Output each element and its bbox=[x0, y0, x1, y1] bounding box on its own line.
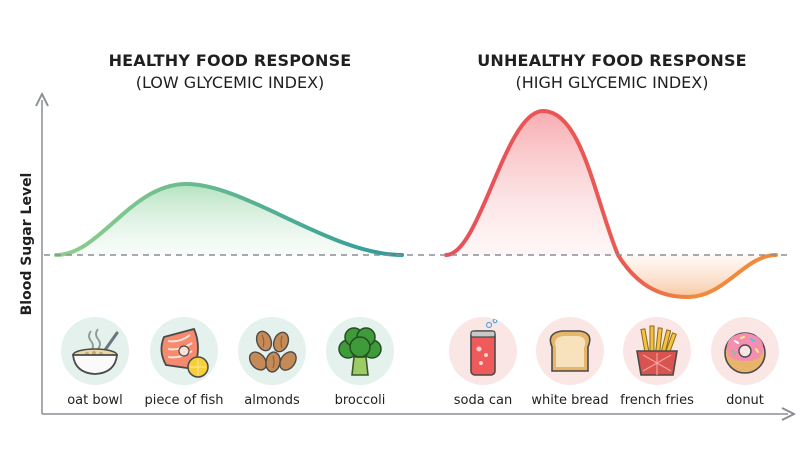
food-label: piece of fish bbox=[144, 393, 224, 408]
food-donut: donut bbox=[702, 317, 788, 408]
food-almonds: almonds bbox=[229, 317, 315, 408]
healthy-title: HEALTHY FOOD RESPONSE (LOW GLYCEMIC INDE… bbox=[50, 50, 410, 94]
healthy-title-sub: (LOW GLYCEMIC INDEX) bbox=[135, 73, 325, 92]
broccoli-icon bbox=[326, 317, 394, 385]
unhealthy-title: UNHEALTHY FOOD RESPONSE (HIGH GLYCEMIC I… bbox=[432, 50, 792, 94]
fries-icon bbox=[623, 317, 691, 385]
food-soda-can: soda can bbox=[440, 317, 526, 408]
unhealthy-title-main: UNHEALTHY FOOD RESPONSE bbox=[477, 51, 747, 70]
y-axis-label: Blood Sugar Level bbox=[19, 172, 35, 316]
food-label: white bread bbox=[531, 393, 609, 408]
food-label: oat bowl bbox=[67, 393, 123, 408]
food-french-fries: french fries bbox=[614, 317, 700, 408]
food-broccoli: broccoli bbox=[317, 317, 403, 408]
food-fish: piece of fish bbox=[141, 317, 227, 408]
soda-can-icon bbox=[449, 317, 517, 385]
unhealthy-curve bbox=[444, 108, 778, 300]
unhealthy-spike-area bbox=[446, 111, 618, 255]
food-label: almonds bbox=[244, 393, 300, 408]
healthy-curve bbox=[54, 181, 404, 257]
healthy-title-main: HEALTHY FOOD RESPONSE bbox=[108, 51, 352, 70]
almonds-icon bbox=[238, 317, 306, 385]
donut-icon bbox=[711, 317, 779, 385]
food-label: donut bbox=[726, 393, 764, 408]
food-label: broccoli bbox=[334, 393, 386, 408]
food-oat-bowl: oat bowl bbox=[52, 317, 138, 408]
food-label: soda can bbox=[453, 393, 513, 408]
food-label: french fries bbox=[620, 393, 694, 408]
oat-bowl-icon bbox=[61, 317, 129, 385]
unhealthy-title-sub: (HIGH GLYCEMIC INDEX) bbox=[515, 73, 709, 92]
fish-icon bbox=[150, 317, 218, 385]
healthy-curve-area bbox=[56, 183, 402, 255]
food-white-bread: white bread bbox=[527, 317, 613, 408]
unhealthy-dip-area bbox=[618, 255, 776, 297]
bread-icon bbox=[536, 317, 604, 385]
